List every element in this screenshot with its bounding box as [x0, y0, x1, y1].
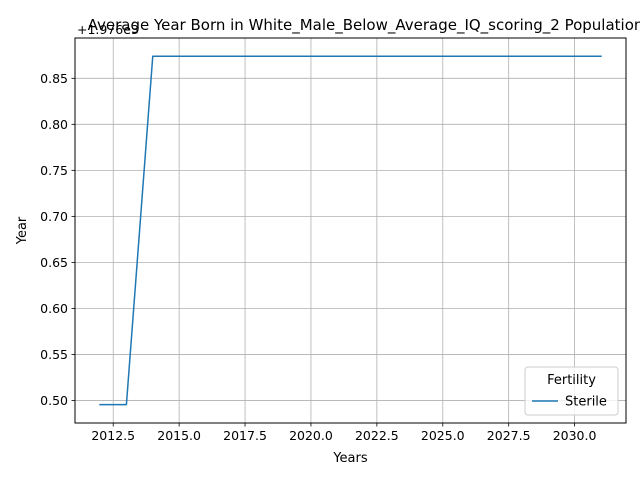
x-tick-label: 2025.0 — [421, 428, 465, 443]
y-tick-label: 0.70 — [40, 209, 68, 224]
x-tick-label: 2027.5 — [487, 428, 531, 443]
x-axis-label: Years — [332, 451, 368, 466]
x-tick-label: 2022.5 — [355, 428, 399, 443]
y-tick-label: 0.65 — [40, 255, 68, 270]
series-layer — [99, 55, 602, 406]
y-tick-label: 0.60 — [40, 301, 68, 316]
legend-title: Fertility — [547, 373, 596, 388]
x-tick-label: 2017.5 — [223, 428, 267, 443]
legend: Fertility Sterile — [524, 366, 619, 416]
legend-label-sterile: Sterile — [565, 395, 607, 410]
y-tick-label: 0.85 — [40, 71, 68, 86]
legend-box — [524, 366, 619, 416]
y-axis-label: Year — [15, 216, 30, 245]
chart-title: Average Year Born in White_Male_Below_Av… — [88, 16, 640, 35]
x-tick-label: 2020.0 — [289, 428, 333, 443]
x-tick-label: 2030.0 — [553, 428, 597, 443]
x-tick-label: 2012.5 — [91, 428, 135, 443]
ticks-layer: 2012.5 2015.0 2017.5 2020.0 2022.5 2025.0 2027… — [40, 71, 596, 443]
y-offset-label: +1.976e3 — [77, 22, 139, 37]
y-tick-label: 0.50 — [40, 393, 68, 408]
x-tick-label: 2015.0 — [157, 428, 201, 443]
y-tick-label: 0.55 — [40, 347, 68, 362]
y-tick-label: 0.80 — [40, 117, 68, 132]
y-tick-label: 0.75 — [40, 163, 68, 178]
plot-frame — [74, 37, 627, 424]
series-line-sterile — [99, 55, 602, 406]
grid-layer — [75, 38, 626, 423]
